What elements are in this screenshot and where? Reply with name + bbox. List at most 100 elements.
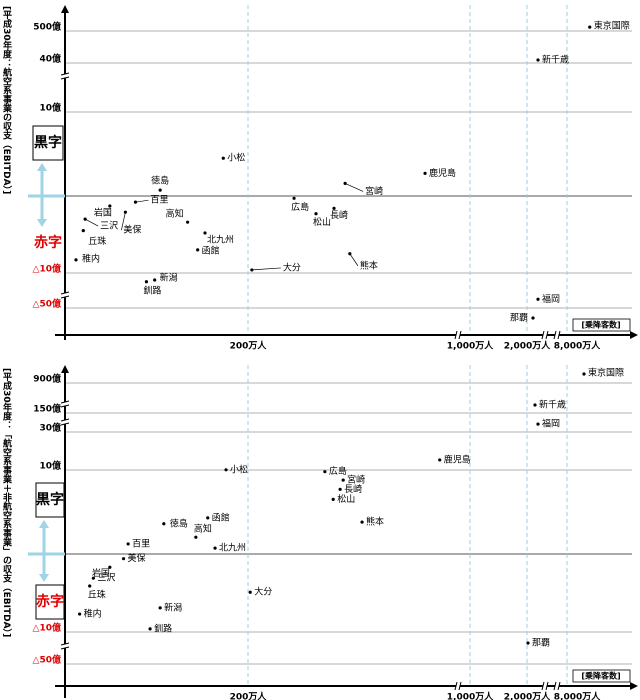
point-label: 徳島 [170,517,188,529]
leader-line [349,253,359,266]
axis-break [61,420,69,424]
point-label: 新潟 [160,272,178,284]
axis-break [60,418,70,426]
data-point [186,220,190,224]
data-point [348,252,352,256]
data-point [91,576,95,580]
point-label: 広島 [329,465,347,477]
y-axis-arrow [61,5,69,13]
point-label: 松山 [337,493,355,505]
point-label: 北九州 [207,234,234,245]
data-point [438,458,442,462]
profit-box [32,125,64,161]
data-point [526,641,530,645]
point-label: 松山 [313,216,331,228]
data-point [582,372,586,376]
data-point [323,470,327,474]
point-label: 東京国際 [588,367,624,379]
y-axis-arrow [61,365,69,373]
x-tick-label: 8,000万人 [554,340,601,352]
data-point [224,468,228,472]
panel: 500億 40億 10億 △10億 △50億 200万人 1,000万人 2,000万人 8,0… [1,5,638,352]
data-point [121,557,126,561]
point-label: 三沢 [100,220,118,232]
y-tick-label: △50億 [33,654,61,666]
data-point [332,206,336,210]
data-point [314,212,318,216]
data-point [343,181,347,185]
data-point [250,268,254,272]
y-tick-label: 900億 [33,373,61,385]
y-tick-label: 10億 [39,460,61,472]
data-point [536,422,540,426]
y-tick-label: 10億 [39,102,61,114]
point-label: 釧路 [154,622,172,634]
x-tick-label: 2,000万人 [504,340,551,352]
axis-break [555,331,559,339]
x-tick-label: 200万人 [230,691,268,700]
data-point [341,478,345,482]
data-point [74,258,78,262]
data-point [148,627,152,631]
point-label: 稚内 [84,608,102,620]
point-label: 新千歳 [542,54,569,66]
point-label: 小松 [230,463,248,475]
y-tick-label: 150億 [33,403,61,415]
leader-line [84,218,99,227]
data-point [108,565,112,569]
arrow-head [37,219,47,227]
data-point [206,516,210,520]
axis-break [60,400,70,408]
y-tick-label: △50億 [33,298,61,310]
point-label: 百里 [150,195,168,206]
axis-break [541,330,549,340]
arrow-head [39,520,49,528]
axis-break [555,682,559,690]
point-label: 高知 [194,523,212,535]
data-point [531,316,535,320]
x-tick-label: 8,000万人 [554,691,601,700]
point-label: 長崎 [330,209,348,221]
profit-label: 黒字 [36,491,64,508]
data-point [588,25,592,29]
point-label: 岩国 [94,207,112,219]
x-axis-title: [乗降客数] [581,320,620,330]
point-label: 稚内 [82,252,100,264]
point-label: 高知 [166,208,184,220]
axis-break [60,642,70,650]
axis-break [456,682,460,690]
point-label: 広島 [291,201,309,213]
data-point [536,297,540,301]
point-label: 鹿児島 [429,167,456,179]
y-tick-label: △10億 [33,622,61,634]
point-label: 小松 [227,152,245,164]
data-point [536,58,540,62]
loss-label: 赤字 [36,593,64,610]
axis-break [60,291,70,299]
data-point [83,217,87,221]
point-label: 長崎 [344,483,362,495]
point-label: 美保 [128,552,146,564]
point-label: 岩国 [92,567,110,579]
axis-break [61,293,69,297]
data-point [81,229,85,233]
data-point [88,584,92,588]
point-label: 熊本 [360,259,378,271]
axis-break [541,681,549,691]
point-label: 函館 [202,244,220,256]
y-tick-label: 500億 [33,21,61,33]
loss-box [35,584,65,620]
data-point [331,497,335,501]
x-axis-arrow [630,682,638,690]
point-label: 大分 [283,261,301,273]
axis-break [543,682,547,690]
point-label: 新潟 [164,601,182,613]
point-label: 新千歳 [539,399,566,411]
axis-break [456,331,460,339]
point-label: 那覇 [532,638,550,649]
leader-line [344,183,364,192]
point-label: 釧路 [143,284,161,296]
panel: 900億 150億 30億 10億 △10億 △50億 200万人 1,000万人 2,000万… [1,365,638,700]
profit-label: 黒字 [34,134,62,151]
